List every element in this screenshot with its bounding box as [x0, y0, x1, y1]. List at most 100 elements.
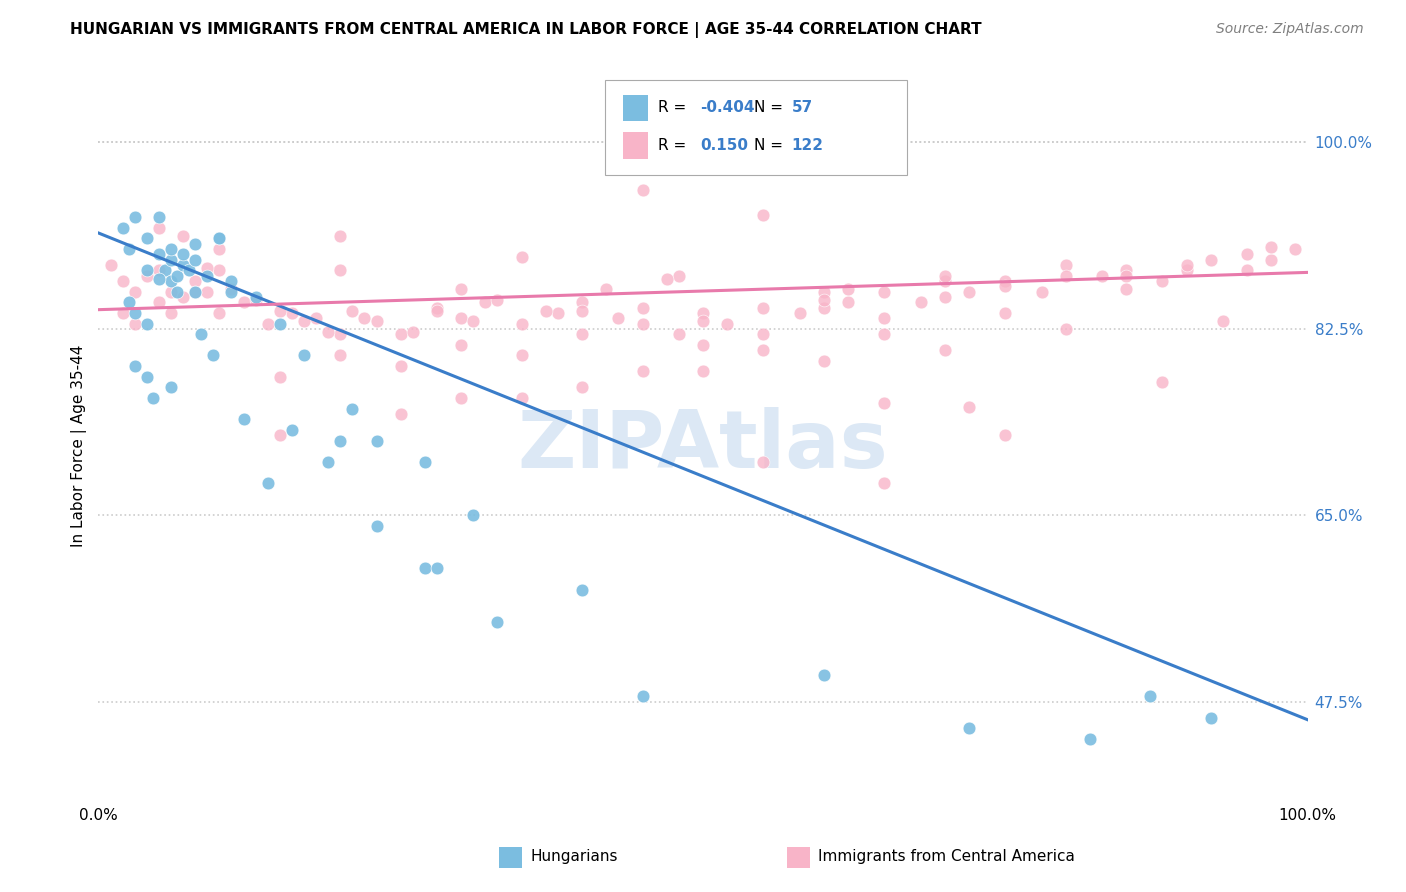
Point — [202, 349, 225, 363]
Point — [195, 261, 218, 276]
Point — [208, 306, 231, 320]
Point — [184, 285, 207, 299]
Point — [957, 285, 980, 299]
Point — [160, 380, 183, 394]
Point — [595, 282, 617, 296]
Point — [668, 327, 690, 342]
Point — [1212, 314, 1234, 328]
Point — [342, 401, 364, 416]
Point — [269, 369, 291, 384]
Point — [389, 359, 412, 373]
Point — [166, 268, 188, 283]
Point — [366, 434, 388, 448]
Point — [1115, 263, 1137, 277]
Point — [184, 285, 207, 299]
Point — [837, 295, 859, 310]
Point — [316, 325, 339, 339]
Point — [1054, 268, 1077, 283]
Point — [413, 455, 436, 469]
Point — [281, 306, 304, 320]
Point — [752, 455, 775, 469]
Point — [631, 317, 654, 331]
Point — [148, 247, 170, 261]
Point — [221, 274, 243, 288]
Point — [160, 252, 183, 267]
Point — [366, 314, 388, 328]
Text: HUNGARIAN VS IMMIGRANTS FROM CENTRAL AMERICA IN LABOR FORCE | AGE 35-44 CORRELAT: HUNGARIAN VS IMMIGRANTS FROM CENTRAL AME… — [70, 22, 981, 38]
Point — [1152, 274, 1174, 288]
Text: R =: R = — [658, 138, 692, 153]
Point — [486, 615, 509, 629]
Point — [547, 306, 569, 320]
Point — [1284, 242, 1306, 256]
Text: R =: R = — [658, 101, 692, 115]
Point — [994, 428, 1017, 442]
Point — [342, 303, 364, 318]
Point — [100, 258, 122, 272]
Point — [160, 274, 183, 288]
Text: Hungarians: Hungarians — [530, 849, 617, 863]
Point — [160, 285, 183, 299]
Point — [316, 455, 339, 469]
Point — [160, 242, 183, 256]
Point — [934, 290, 956, 304]
Point — [752, 208, 775, 222]
Point — [135, 263, 157, 277]
Point — [329, 263, 352, 277]
Point — [135, 268, 157, 283]
Point — [118, 295, 141, 310]
Point — [571, 380, 593, 394]
Point — [148, 263, 170, 277]
Point — [1054, 258, 1077, 272]
Point — [1236, 263, 1258, 277]
Point — [329, 327, 352, 342]
Point — [1152, 375, 1174, 389]
Point — [571, 582, 593, 597]
Point — [172, 290, 194, 304]
Point — [607, 311, 630, 326]
Point — [172, 258, 194, 272]
Point — [463, 314, 485, 328]
Point — [118, 242, 141, 256]
Text: Immigrants from Central America: Immigrants from Central America — [818, 849, 1076, 863]
Point — [910, 295, 932, 310]
Point — [752, 327, 775, 342]
Point — [692, 306, 714, 320]
Point — [934, 268, 956, 283]
Point — [631, 690, 654, 704]
Point — [389, 407, 412, 421]
Point — [994, 274, 1017, 288]
Point — [153, 263, 176, 277]
Point — [1091, 268, 1114, 283]
Point — [1260, 252, 1282, 267]
Point — [221, 282, 243, 296]
Point — [245, 290, 267, 304]
Point — [389, 327, 412, 342]
Point — [1139, 690, 1161, 704]
Point — [1054, 322, 1077, 336]
Point — [292, 314, 315, 328]
Point — [716, 317, 738, 331]
Point — [474, 295, 496, 310]
Point — [221, 285, 243, 299]
Point — [1115, 282, 1137, 296]
Point — [1175, 263, 1198, 277]
Point — [450, 338, 472, 352]
Point — [957, 400, 980, 414]
Point — [631, 364, 654, 378]
Point — [1236, 247, 1258, 261]
Point — [655, 272, 678, 286]
Point — [631, 183, 654, 197]
Point — [111, 274, 134, 288]
Point — [413, 561, 436, 575]
Point — [366, 519, 388, 533]
Point — [281, 423, 304, 437]
Point — [631, 301, 654, 315]
Point — [571, 295, 593, 310]
Point — [994, 279, 1017, 293]
Point — [426, 301, 449, 315]
Point — [208, 263, 231, 277]
Point — [124, 210, 146, 224]
Point — [934, 274, 956, 288]
Point — [450, 391, 472, 405]
